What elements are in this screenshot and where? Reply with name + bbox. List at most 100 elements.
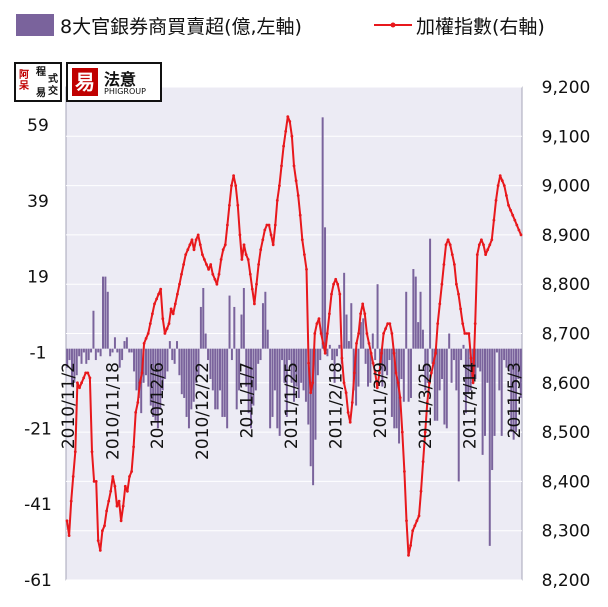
line-point (96, 539, 100, 542)
line-point (198, 243, 202, 247)
bar (202, 287, 205, 349)
line-point (296, 194, 300, 197)
line-point (278, 184, 281, 188)
bar (414, 276, 417, 349)
line-point (234, 184, 238, 188)
line-point (450, 253, 454, 256)
line-point (109, 489, 113, 493)
line-point (511, 213, 515, 217)
line-point (236, 203, 240, 207)
line-point (319, 332, 323, 335)
line-point (178, 282, 181, 286)
y-right-tick-label: 9,200 (542, 78, 591, 98)
line-point (403, 470, 406, 473)
line-point (105, 509, 108, 513)
line-point (173, 302, 177, 306)
line-point (169, 307, 173, 311)
line-point (76, 381, 79, 385)
line-point (294, 179, 298, 183)
bar (176, 341, 179, 349)
line-point (144, 337, 148, 340)
line-point (378, 371, 381, 375)
bar (498, 348, 501, 391)
bar (187, 348, 190, 429)
line-point (415, 519, 419, 523)
line-point (340, 356, 344, 360)
line-point (201, 253, 204, 256)
bar (152, 348, 155, 417)
line-point (67, 534, 71, 537)
bar (197, 348, 200, 376)
line-point (226, 223, 229, 227)
bar (238, 348, 241, 391)
line-point (230, 184, 233, 188)
line-point (117, 499, 121, 503)
line-point (338, 292, 342, 296)
line-point (448, 243, 452, 247)
line-point (182, 263, 186, 266)
bar (316, 348, 319, 376)
bar (216, 348, 219, 410)
y-left-tick-label: 39 (27, 192, 49, 212)
bar (130, 348, 133, 353)
line-point (223, 243, 227, 247)
bar (507, 348, 510, 372)
line-point (313, 332, 317, 335)
line-point (303, 253, 306, 256)
bar (493, 348, 496, 436)
line-point (286, 115, 290, 118)
line-point (205, 263, 208, 266)
line-point (413, 524, 417, 528)
bar (350, 303, 353, 349)
bar (395, 348, 398, 429)
bar (123, 341, 126, 349)
bar (388, 348, 391, 361)
line-point (432, 361, 435, 365)
bar (104, 276, 107, 349)
line-point (321, 342, 325, 345)
line-point (455, 282, 458, 286)
bar (393, 348, 396, 429)
line-point (361, 302, 365, 306)
bar (455, 348, 458, 391)
line-point (436, 322, 440, 325)
bar (137, 348, 140, 398)
bar (281, 348, 284, 361)
legend-bar-swatch (16, 14, 54, 36)
line-point (307, 361, 310, 365)
bar (376, 284, 379, 349)
line-point (209, 263, 213, 266)
bar (419, 291, 422, 349)
line-point (375, 386, 379, 390)
line-point (498, 174, 502, 178)
bar (90, 348, 93, 353)
line-point (423, 430, 427, 434)
logo-char: 程 (36, 67, 46, 78)
line-point (82, 376, 86, 380)
y-left-tick-label: -41 (24, 495, 52, 515)
line-point (134, 411, 138, 414)
line-point (69, 499, 73, 503)
bar (207, 348, 210, 361)
legend-line-label: 加權指數(右軸) (416, 16, 545, 38)
bar (125, 337, 128, 349)
line-point (425, 401, 429, 404)
bar (512, 348, 515, 440)
logo-en-text: PHIGROUP (104, 87, 146, 96)
bar (328, 344, 331, 349)
line-point (65, 519, 69, 523)
line-point (107, 499, 111, 503)
bar (436, 348, 439, 421)
y-right-tick-label: 8,900 (542, 226, 591, 246)
bar (448, 333, 451, 349)
bar (345, 314, 348, 349)
bar (199, 306, 202, 349)
bar (474, 348, 477, 380)
line-point (509, 208, 512, 212)
bar (66, 348, 69, 368)
line-point (505, 194, 508, 197)
line-point (180, 272, 183, 276)
line-point (123, 484, 127, 488)
bar (405, 291, 408, 349)
line-point (369, 351, 373, 355)
